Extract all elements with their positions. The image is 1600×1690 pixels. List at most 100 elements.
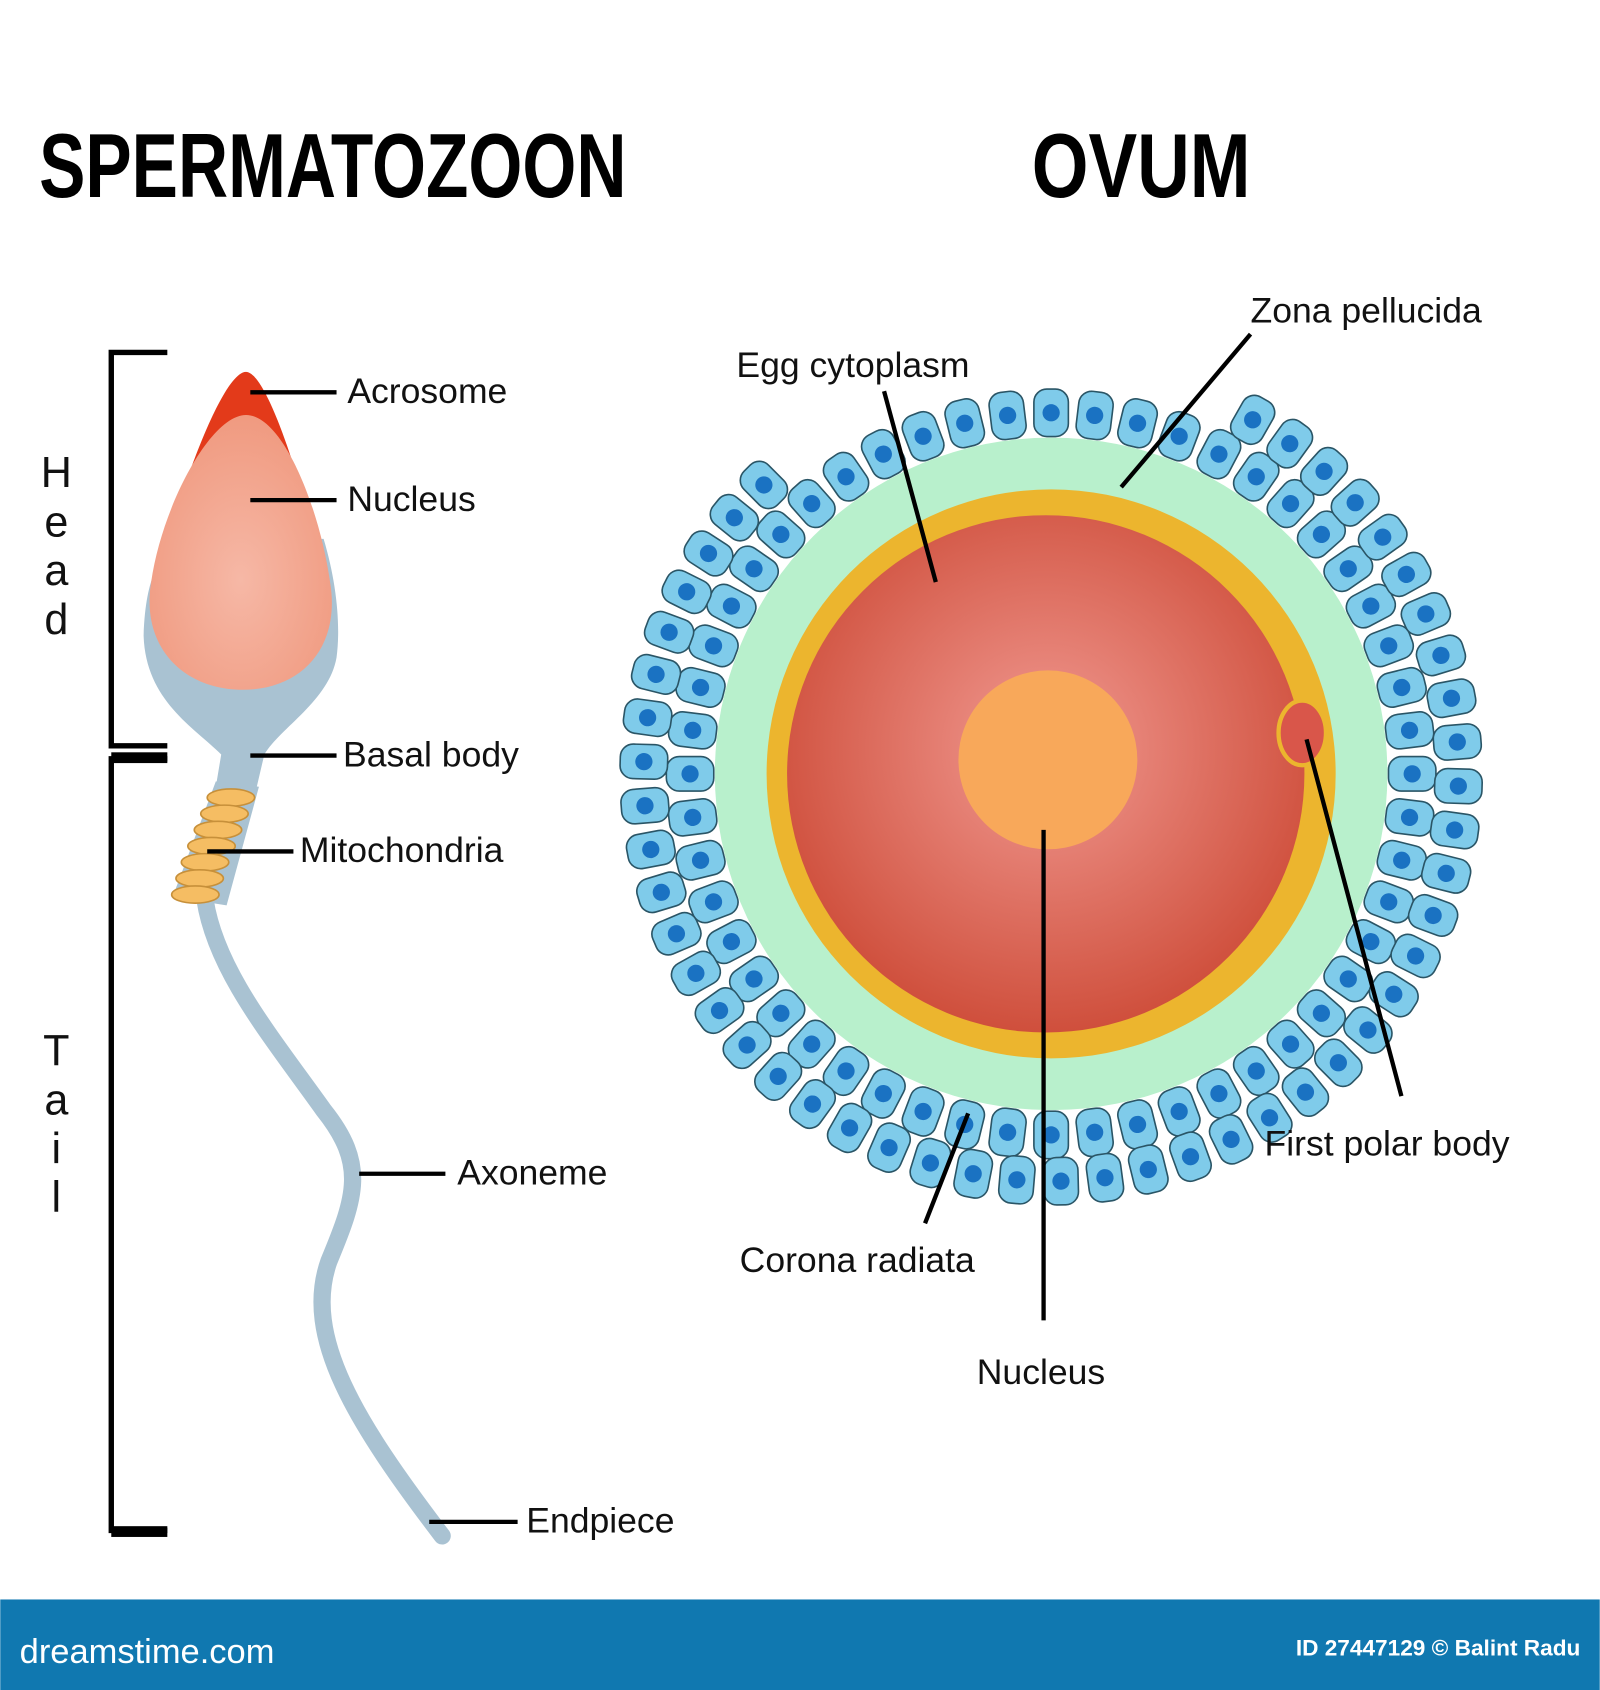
corona-cell — [1246, 1092, 1293, 1143]
ovum — [619, 388, 1484, 1206]
corona-cell — [822, 451, 870, 502]
corona-cell — [1281, 1067, 1330, 1118]
label-corona-radiata: Corona radiata — [740, 1240, 975, 1280]
corona-cell — [944, 398, 986, 449]
corona-cell — [1323, 955, 1374, 1003]
svg-text:T: T — [43, 1027, 69, 1075]
corona-cell — [756, 989, 806, 1038]
footer-brand[interactable]: dreamstime.com — [20, 1633, 275, 1671]
corona-cell — [1420, 852, 1472, 894]
label-nucleus: Nucleus — [347, 479, 475, 519]
corona-cell — [1415, 634, 1467, 677]
corona-cell — [1330, 478, 1380, 527]
corona-cell — [1407, 893, 1459, 938]
corona-cell — [1266, 1019, 1315, 1069]
label-acrosome: Acrosome — [347, 371, 507, 411]
corona-cell — [728, 545, 780, 593]
corona-cell — [1387, 755, 1437, 792]
corona-cell — [661, 569, 712, 615]
tail — [196, 891, 451, 1545]
label-first-polar-body: First polar body — [1265, 1123, 1510, 1163]
corona-cell — [636, 871, 687, 914]
corona-cell — [953, 1148, 994, 1199]
corona-cell — [1117, 1099, 1159, 1150]
corona-cell — [1169, 1131, 1212, 1183]
corona-cell — [1196, 1068, 1242, 1119]
corona-cell — [643, 610, 695, 654]
footer-bar — [0, 1599, 1600, 1690]
nucleus — [149, 414, 332, 690]
corona-cell — [665, 755, 715, 792]
corona-cell — [1075, 1107, 1114, 1158]
corona-cell — [675, 839, 726, 881]
first-polar-body — [1276, 698, 1329, 768]
label-zona-pellucida: Zona pellucida — [1251, 290, 1482, 330]
corona-cell — [1384, 798, 1435, 837]
svg-text:d: d — [44, 596, 68, 644]
corona-cell — [1384, 711, 1435, 750]
footer-credit: ID 27447129 © Balint Radu — [1296, 1636, 1581, 1661]
corona-cell — [709, 493, 760, 542]
corona-cell — [694, 987, 745, 1035]
corona-cell — [1426, 678, 1477, 719]
corona-cell — [1196, 428, 1242, 480]
corona-cell — [1368, 971, 1419, 1018]
corona-cell — [675, 666, 726, 708]
corona-cell — [630, 653, 682, 695]
corona-cell — [1381, 551, 1432, 598]
corona-cell — [787, 478, 836, 529]
corona-cell — [1357, 513, 1408, 561]
corona-cell — [1296, 989, 1347, 1038]
corona-cell — [619, 743, 669, 781]
corona-cell — [756, 510, 806, 559]
corona-cell — [1400, 592, 1452, 636]
corona-cell — [625, 829, 676, 870]
corona-cell — [867, 1122, 912, 1173]
corona-cell — [670, 950, 722, 997]
corona-cell — [860, 1068, 906, 1119]
corona-cell — [1157, 1086, 1201, 1137]
svg-text:a: a — [44, 1076, 68, 1124]
corona-cell — [1363, 624, 1415, 668]
corona-cell — [1085, 1152, 1125, 1203]
svg-text:i: i — [52, 1125, 62, 1173]
corona-cell — [1232, 1045, 1280, 1097]
corona-cell — [860, 428, 906, 480]
corona-cell — [1117, 398, 1159, 449]
head-bracket — [108, 349, 168, 749]
corona-cell — [706, 919, 757, 965]
svg-text:H: H — [41, 449, 72, 497]
corona-cell — [988, 1107, 1027, 1158]
spermatozoon — [143, 371, 451, 1545]
corona-cell — [739, 460, 789, 510]
corona-cell — [667, 798, 718, 837]
corona-cell — [1390, 933, 1441, 979]
corona-cell — [1127, 1144, 1169, 1195]
ovum-nucleus — [958, 670, 1138, 850]
corona-cell — [788, 1079, 837, 1130]
svg-text:a: a — [44, 547, 68, 595]
label-axoneme: Axoneme — [457, 1153, 607, 1193]
corona-cell — [1376, 839, 1427, 881]
corona-cell — [1033, 1110, 1070, 1160]
title-ovum: OVUM — [1032, 116, 1251, 217]
corona-cell — [1266, 478, 1315, 529]
label-egg-cytoplasm: Egg cytoplasm — [736, 345, 969, 385]
corona-cell — [651, 911, 702, 956]
corona-cell — [1157, 410, 1201, 462]
corona-radiata — [619, 388, 1484, 1206]
corona-cell — [722, 1020, 772, 1070]
corona-cell — [1313, 1038, 1363, 1088]
tail-bracket — [108, 752, 168, 1537]
corona-cell — [683, 530, 734, 577]
corona-cell — [1075, 390, 1114, 441]
corona-cell — [1376, 666, 1427, 708]
corona-cell — [706, 583, 757, 629]
corona-cell — [826, 1102, 873, 1154]
mitochondria — [170, 788, 256, 905]
corona-cell — [901, 410, 945, 462]
corona-cell — [1229, 394, 1276, 446]
corona-cell — [1299, 446, 1349, 497]
corona-cell — [822, 1045, 870, 1097]
